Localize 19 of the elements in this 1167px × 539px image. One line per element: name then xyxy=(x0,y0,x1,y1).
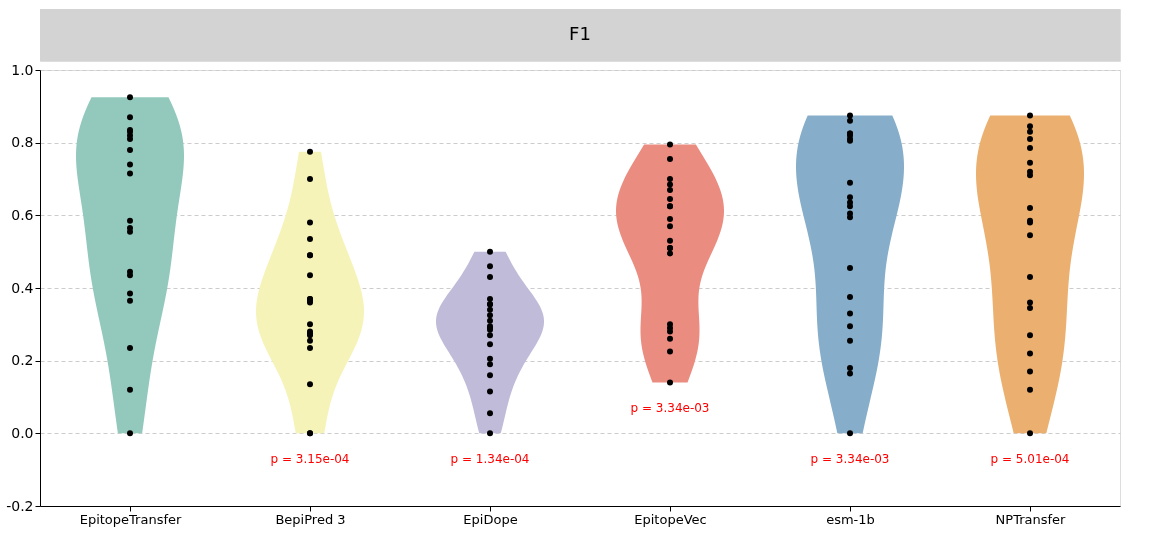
x-tick-label: esm-1b xyxy=(826,511,875,527)
y-tick-label: 0.8 xyxy=(11,134,34,151)
x-tick-label: BepiPred 3 xyxy=(275,511,346,527)
annotation: p = 3.34e-03 xyxy=(630,401,710,416)
annotation: p = 1.34e-04 xyxy=(450,452,530,467)
y-tick-label: 0.4 xyxy=(11,279,34,296)
y-tick-label: 0.2 xyxy=(11,352,34,369)
y-tick-label: -0.2 xyxy=(6,497,34,514)
x-tick-label: EpiDope xyxy=(463,511,518,527)
annotation: p = 3.15e-04 xyxy=(270,452,350,467)
y-tick-label: 0.6 xyxy=(11,206,34,223)
x-tick-label: NPTransfer xyxy=(995,511,1067,527)
x-tick-label: EpitopeVec xyxy=(634,511,707,527)
y-tick-label: 1.0 xyxy=(11,61,34,78)
y-tick-label: 0.0 xyxy=(11,424,34,441)
chart-title: F1 xyxy=(569,23,591,44)
annotation: p = 3.34e-03 xyxy=(810,452,890,467)
annotation: p = 5.01e-04 xyxy=(990,452,1070,467)
x-tick-label: EpitopeTransfer xyxy=(79,511,182,527)
